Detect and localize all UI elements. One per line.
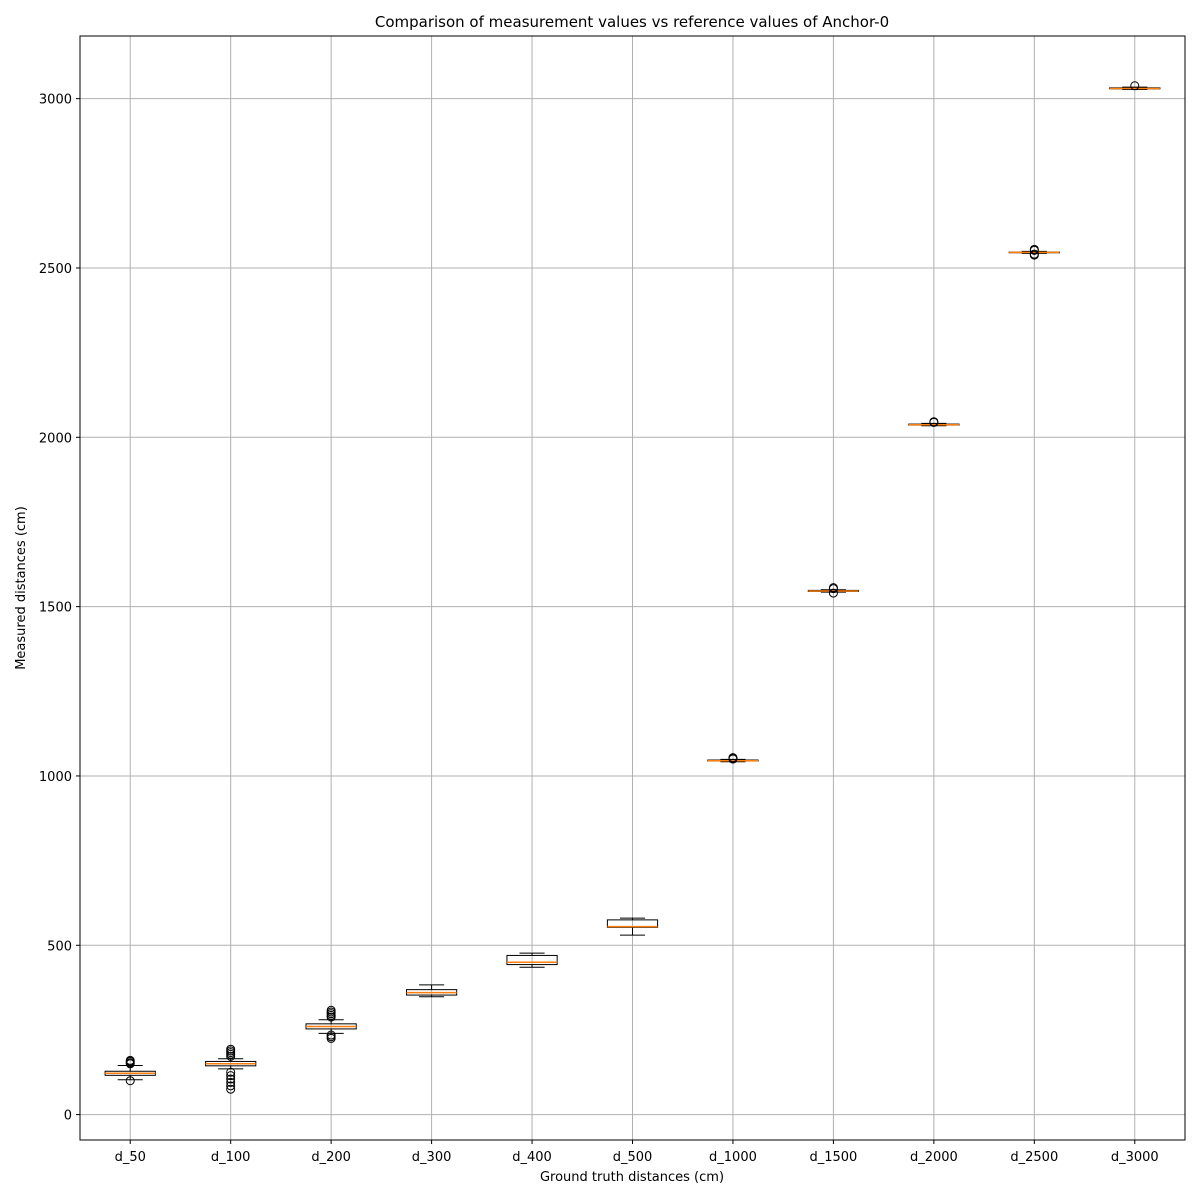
flier-point [1029, 244, 1039, 254]
y-tick-label: 0 [64, 1109, 72, 1124]
iqr-box [506, 954, 558, 966]
box-d_400 [506, 952, 558, 968]
y-tick-label: 2000 [39, 431, 72, 446]
box-d_2500 [1008, 244, 1060, 260]
flier-point [226, 1084, 236, 1094]
x-tick-label: d_3000 [1111, 1150, 1159, 1165]
flier-point [226, 1081, 236, 1091]
x-axis: d_50 d_100 d_200 d_300 d_400 d_500 d_1000 d_150… [115, 1140, 1159, 1165]
flier-point [226, 1071, 236, 1081]
flier-point [1130, 81, 1140, 91]
x-tick-label: d_2500 [1010, 1150, 1058, 1165]
plot-layer [104, 81, 1161, 1094]
flier-point [125, 1076, 135, 1086]
flier-point [326, 1030, 336, 1040]
flier-point [1029, 249, 1039, 259]
chart-title: Comparison of measurement values vs refe… [375, 13, 889, 31]
box-d_2000 [908, 417, 960, 427]
y-tick-label: 500 [47, 939, 72, 954]
y-tick-label: 2500 [39, 262, 72, 277]
box-d_50 [104, 1055, 156, 1086]
y-tick-label: 1500 [39, 601, 72, 616]
x-tick-label: d_1500 [809, 1150, 857, 1165]
x-tick-label: d_50 [115, 1150, 146, 1165]
y-axis-label: Measured distances (cm) [14, 506, 29, 670]
flier-point [828, 583, 838, 593]
x-axis-label: Ground truth distances (cm) [540, 1170, 724, 1185]
box-d_3000 [1109, 81, 1161, 91]
box-d_1500 [807, 583, 860, 598]
x-tick-label: d_300 [412, 1150, 452, 1165]
x-tick-label: d_2000 [910, 1150, 958, 1165]
flier-point [226, 1067, 236, 1077]
x-tick-label: d_500 [613, 1150, 653, 1165]
box-d_300 [405, 984, 458, 998]
x-tick-label: d_400 [512, 1150, 552, 1165]
flier-point [226, 1044, 236, 1054]
flier-point [728, 753, 738, 763]
box-d_100 [205, 1044, 257, 1094]
y-tick-label: 1000 [39, 770, 72, 785]
flier-point [326, 1005, 336, 1015]
box-d_200 [305, 1005, 357, 1043]
box-d_1000 [707, 753, 759, 764]
grid-layer [80, 36, 1185, 1140]
flier-point [125, 1055, 135, 1065]
flier-point [929, 417, 939, 427]
flier-point [226, 1074, 236, 1084]
x-tick-label: d_200 [311, 1150, 351, 1165]
x-tick-label: d_1000 [709, 1150, 757, 1165]
box-d_500 [606, 917, 659, 936]
flier-point [828, 588, 838, 598]
x-tick-label: d_100 [211, 1150, 251, 1165]
y-tick-label: 3000 [39, 93, 72, 108]
flier-point [226, 1077, 236, 1087]
y-axis: 0 500 1000 1500 2000 2500 3000 [39, 93, 80, 1124]
